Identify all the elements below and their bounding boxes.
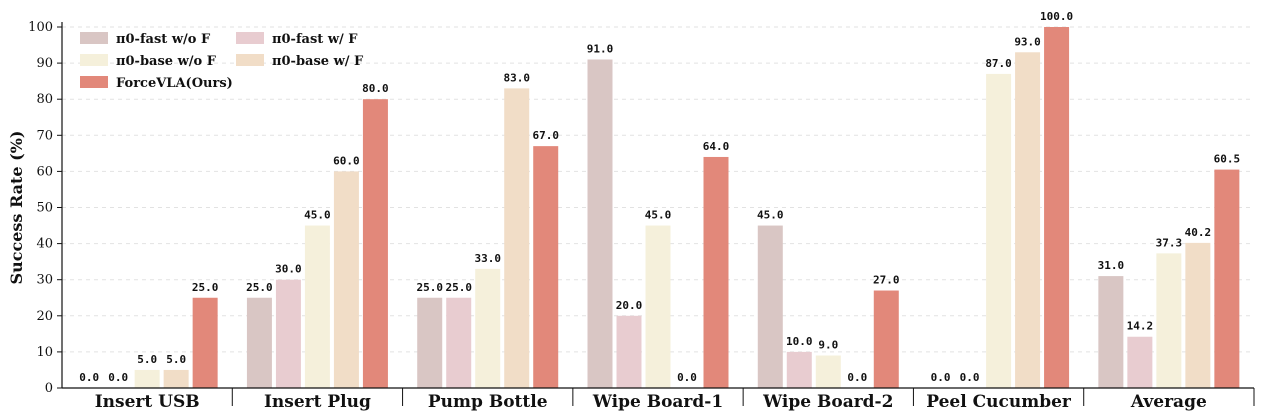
bar-value-label: 25.0 <box>445 281 472 294</box>
x-category-label: Wipe Board-1 <box>592 392 723 412</box>
bar-value-label: 31.0 <box>1098 259 1125 272</box>
bar-value-label: 45.0 <box>757 209 784 222</box>
bar-value-label: 10.0 <box>786 335 813 348</box>
bar-value-label: 30.0 <box>275 263 302 276</box>
x-category-label: Wipe Board-2 <box>762 392 893 412</box>
bar-value-label: 0.0 <box>960 371 980 384</box>
bar <box>1015 52 1041 389</box>
bar <box>475 268 501 388</box>
bar-value-label: 40.2 <box>1185 226 1212 239</box>
bar <box>533 146 559 388</box>
bar <box>1098 276 1124 388</box>
bar <box>786 351 812 388</box>
bar-value-label: 60.0 <box>333 154 360 167</box>
bar-value-label: 100.0 <box>1040 10 1073 23</box>
bar-value-label: 60.5 <box>1214 153 1241 166</box>
x-category-label: Average <box>1130 392 1207 412</box>
bar <box>587 59 613 389</box>
y-tick-label: 100 <box>28 20 53 35</box>
bar <box>446 297 472 388</box>
bar <box>1214 169 1240 388</box>
legend-label: π0-base w/o F <box>116 54 217 69</box>
y-tick-label: 80 <box>36 92 53 107</box>
y-tick-label: 20 <box>36 309 53 324</box>
bar-value-label: 14.2 <box>1127 320 1154 333</box>
bar <box>645 225 671 388</box>
legend-swatch <box>80 76 108 88</box>
bar-value-label: 25.0 <box>416 281 443 294</box>
bar <box>1127 336 1153 388</box>
bar <box>275 279 301 388</box>
bar-value-label: 87.0 <box>985 57 1012 70</box>
bar <box>246 297 272 388</box>
legend-swatch <box>236 32 264 44</box>
bar <box>304 225 330 388</box>
legend-swatch <box>80 32 108 44</box>
bar-value-label: 67.0 <box>532 129 559 142</box>
bar-value-label: 5.0 <box>166 353 186 366</box>
bar-value-label: 0.0 <box>677 371 697 384</box>
y-tick-label: 0 <box>45 381 53 396</box>
y-tick-label: 40 <box>36 237 53 252</box>
bar <box>757 225 783 388</box>
bar <box>873 290 899 388</box>
y-tick-label: 60 <box>36 164 53 179</box>
bar <box>192 297 218 388</box>
bar <box>703 156 729 388</box>
bar <box>417 297 443 388</box>
bar-value-label: 45.0 <box>304 209 331 222</box>
bar <box>986 73 1012 389</box>
legend-label: π0-fast w/ F <box>272 32 358 47</box>
bar-value-label: 5.0 <box>137 353 157 366</box>
bar <box>362 99 388 388</box>
y-tick-label: 70 <box>36 128 53 143</box>
bar <box>163 369 189 388</box>
y-tick-label: 10 <box>36 345 53 360</box>
bar <box>1185 242 1211 388</box>
bar-value-label: 37.3 <box>1156 236 1183 249</box>
x-category-label: Pump Bottle <box>428 392 548 412</box>
bar-value-label: 25.0 <box>246 281 273 294</box>
bar <box>815 355 841 388</box>
bar-value-label: 9.0 <box>818 339 838 352</box>
bar-value-label: 20.0 <box>616 299 643 312</box>
x-category-label: Insert USB <box>95 392 200 412</box>
legend-label: π0-base w/ F <box>272 54 364 69</box>
bar-value-label: 64.0 <box>703 140 730 153</box>
bar-value-label: 0.0 <box>847 371 867 384</box>
bar-value-label: 83.0 <box>503 71 530 84</box>
bar-value-label: 33.0 <box>474 252 501 265</box>
bar-value-label: 91.0 <box>587 42 614 55</box>
y-axis-title: Success Rate (%) <box>7 131 26 285</box>
legend-swatch <box>80 54 108 66</box>
bar <box>1044 27 1070 388</box>
bar <box>1156 253 1182 388</box>
bar <box>134 369 160 388</box>
bar-value-label: 25.0 <box>192 281 219 294</box>
bar-value-label: 0.0 <box>79 371 99 384</box>
bar <box>616 315 642 388</box>
x-category-label: Peel Cucumber <box>926 392 1072 412</box>
legend-swatch <box>236 54 264 66</box>
bar-value-label: 80.0 <box>362 82 389 95</box>
bar-value-label: 93.0 <box>1014 35 1041 48</box>
x-category-label: Insert Plug <box>264 392 371 412</box>
bar <box>504 88 530 389</box>
bar-value-label: 0.0 <box>931 371 951 384</box>
bar-value-label: 45.0 <box>645 209 672 222</box>
legend-label: ForceVLA(Ours) <box>116 76 233 91</box>
legend-label: π0-fast w/o F <box>116 32 211 47</box>
bar-value-label: 0.0 <box>108 371 128 384</box>
bar <box>333 171 359 388</box>
y-tick-label: 50 <box>36 201 53 216</box>
y-tick-label: 90 <box>36 56 53 71</box>
y-tick-label: 30 <box>36 273 53 288</box>
bar-value-label: 27.0 <box>873 274 900 287</box>
